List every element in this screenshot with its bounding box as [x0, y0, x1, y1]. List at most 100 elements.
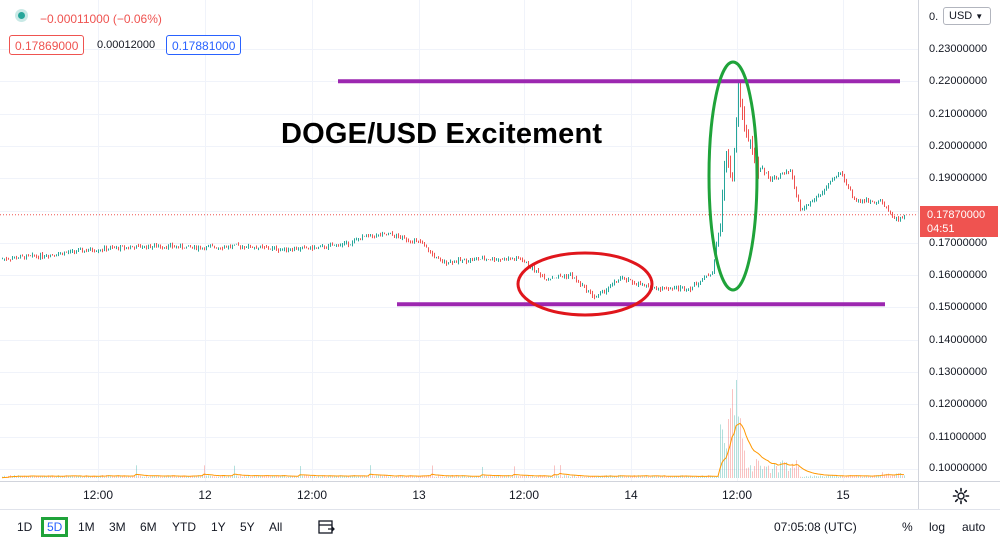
range-ytd-button[interactable]: YTD — [172, 520, 196, 534]
volume-bar — [398, 475, 399, 478]
volume-bar — [638, 475, 639, 478]
sell-price-button[interactable]: 0.17869000 — [9, 35, 85, 55]
volume-bar — [696, 476, 697, 478]
volume-bar — [808, 476, 809, 478]
volume-bar — [48, 475, 49, 478]
volume-bar — [786, 462, 787, 478]
range-all-button[interactable]: All — [269, 520, 283, 534]
volume-bar — [124, 475, 125, 478]
volume-bar — [842, 475, 843, 478]
volume-bar — [434, 476, 435, 478]
chart-settings-button[interactable] — [918, 481, 1000, 510]
volume-bar — [154, 475, 155, 478]
volume-bar — [348, 476, 349, 478]
volume-bar — [430, 475, 431, 478]
volume-bar — [96, 476, 97, 478]
annotation-text[interactable]: DOGE/USD Excitement — [281, 118, 603, 150]
volume-bar — [616, 476, 617, 478]
volume-bar — [838, 476, 839, 478]
volume-bar — [128, 475, 129, 478]
volume-bar — [186, 476, 187, 478]
volume-bar — [30, 475, 31, 478]
volume-bar — [240, 475, 241, 478]
volume-bar — [418, 476, 419, 478]
volume-bar — [614, 476, 615, 478]
volume-bar — [192, 475, 193, 478]
volume-bar — [196, 475, 197, 478]
volume-bar — [618, 475, 619, 478]
volume-bar — [444, 476, 445, 478]
time-axis[interactable]: 12:00 12 12:00 13 12:00 14 12:00 15 — [0, 481, 918, 510]
buy-price-button[interactable]: 0.17881000 — [166, 35, 242, 55]
range-6m-button[interactable]: 6M — [140, 520, 157, 534]
volume-bar — [80, 475, 81, 478]
low-zone-highlight[interactable] — [516, 251, 654, 317]
volume-bar — [26, 476, 27, 478]
volume-bar — [678, 476, 679, 478]
volume-bar — [628, 475, 629, 478]
volume-bar — [112, 476, 113, 478]
volume-bar — [336, 476, 337, 478]
volume-bar — [688, 476, 689, 478]
volume-bar — [270, 476, 271, 478]
utc-clock[interactable]: 07:05:08 (UTC) — [774, 520, 857, 534]
volume-bar — [592, 476, 593, 478]
volume-bar — [576, 476, 577, 478]
volume-bar — [828, 475, 829, 478]
volume-bar — [542, 476, 543, 478]
range-5d-button[interactable]: 5D — [41, 517, 69, 537]
currency-select[interactable]: USD ▼ — [943, 7, 991, 25]
volume-bar — [894, 475, 895, 478]
grid-lines — [0, 0, 918, 481]
range-3m-button[interactable]: 3M — [109, 520, 126, 534]
volume-bar — [560, 465, 561, 478]
range-1d-button[interactable]: 1D — [17, 520, 33, 534]
time-tick: 15 — [836, 488, 850, 502]
volume-bar — [378, 475, 379, 478]
volume-bar — [200, 475, 201, 478]
volume-bar — [426, 475, 427, 478]
volume-bar — [242, 476, 243, 478]
volume-bar — [166, 475, 167, 478]
volume-bar — [718, 475, 719, 478]
volume-bar — [630, 476, 631, 478]
price-axis[interactable]: 0. 0.23000000 0.22000000 0.21000000 0.20… — [918, 0, 1000, 481]
volume-bar — [712, 476, 713, 478]
volume-bar — [550, 476, 551, 478]
chart-pane[interactable]: −0.00011000 (−0.06%) 0.17869000 0.000120… — [0, 0, 918, 481]
volume-bar — [884, 474, 885, 478]
volume-bar — [364, 475, 365, 478]
volume-bar — [692, 476, 693, 478]
volume-bar — [826, 476, 827, 478]
volume-bar — [854, 475, 855, 478]
volume-bar — [608, 476, 609, 478]
percent-scale-toggle[interactable]: % — [902, 520, 913, 534]
volume-bar — [518, 476, 519, 478]
level-lines[interactable] — [338, 79, 900, 307]
volume-bar — [780, 462, 781, 478]
price-chart[interactable] — [0, 0, 918, 481]
volume-bar — [208, 475, 209, 478]
volume-bar — [832, 475, 833, 478]
spike-highlight[interactable] — [707, 60, 759, 292]
range-1m-button[interactable]: 1M — [78, 520, 95, 534]
volume-bar — [292, 476, 293, 478]
price-tick: 0.10000000 — [929, 462, 988, 474]
price-change: −0.00011000 (−0.06%) — [40, 12, 162, 26]
volume-bar — [118, 475, 119, 478]
volume-bar — [320, 476, 321, 478]
volume-bar — [236, 475, 237, 478]
volume-bar — [168, 475, 169, 478]
date-range-icon[interactable] — [318, 519, 336, 535]
volume-bar — [24, 475, 25, 478]
volume-bar — [82, 476, 83, 478]
volume-bar — [522, 475, 523, 478]
price-tick: 0.11000000 — [929, 431, 987, 443]
volume-bar — [490, 475, 491, 478]
price-tick: 0.15000000 — [929, 301, 988, 313]
volume-bar — [372, 475, 373, 478]
auto-scale-toggle[interactable]: auto — [962, 520, 986, 534]
range-5y-button[interactable]: 5Y — [240, 520, 255, 534]
range-1y-button[interactable]: 1Y — [211, 520, 226, 534]
log-scale-toggle[interactable]: log — [929, 520, 946, 534]
